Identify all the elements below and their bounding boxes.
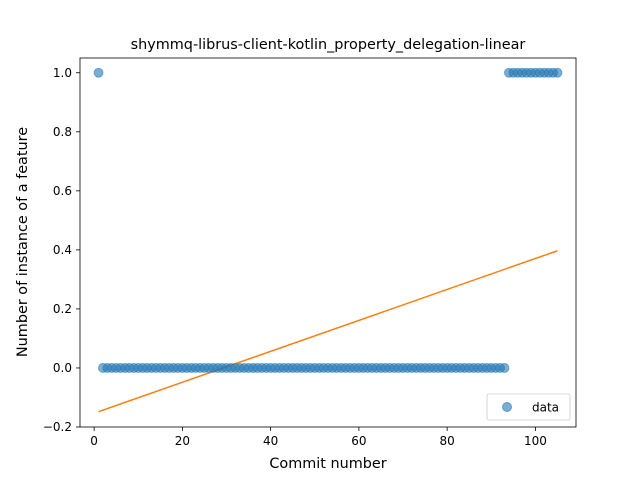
legend: data [486,393,571,421]
plot-area [93,67,563,413]
legend-label: data [532,401,559,415]
x-tick-label: 40 [263,434,278,448]
axes-frame [79,57,577,428]
x-tick-label: 60 [351,434,366,448]
fit-line [98,250,558,413]
y-tick-label: −0.2 [43,420,72,434]
x-tick-label: 80 [440,434,455,448]
y-tick-label: 0.2 [53,302,72,316]
y-axis-label: Number of instance of a feature [15,127,31,357]
data-point [93,67,104,78]
y-tick-label: 0.4 [53,243,72,257]
legend-frame [486,393,571,421]
x-tick-label: 100 [524,434,547,448]
x-axis-label: Commit number [269,456,386,472]
y-tick-label: 0.0 [53,361,72,375]
x-axis: 0 20 40 60 80 100 [90,427,547,448]
x-tick-label: 0 [90,434,98,448]
y-tick-label: 1.0 [53,66,72,80]
data-point [499,363,510,373]
x-tick-label: 20 [175,434,190,448]
y-axis: −0.2 0.0 0.2 0.4 0.6 0.8 1.0 [43,66,80,434]
y-tick-label: 0.6 [53,184,72,198]
legend-marker [502,402,512,412]
y-tick-label: 0.8 [53,125,72,139]
chart-title: shymmq-librus-client-kotlin_property_del… [131,37,526,53]
data-point [552,67,563,78]
